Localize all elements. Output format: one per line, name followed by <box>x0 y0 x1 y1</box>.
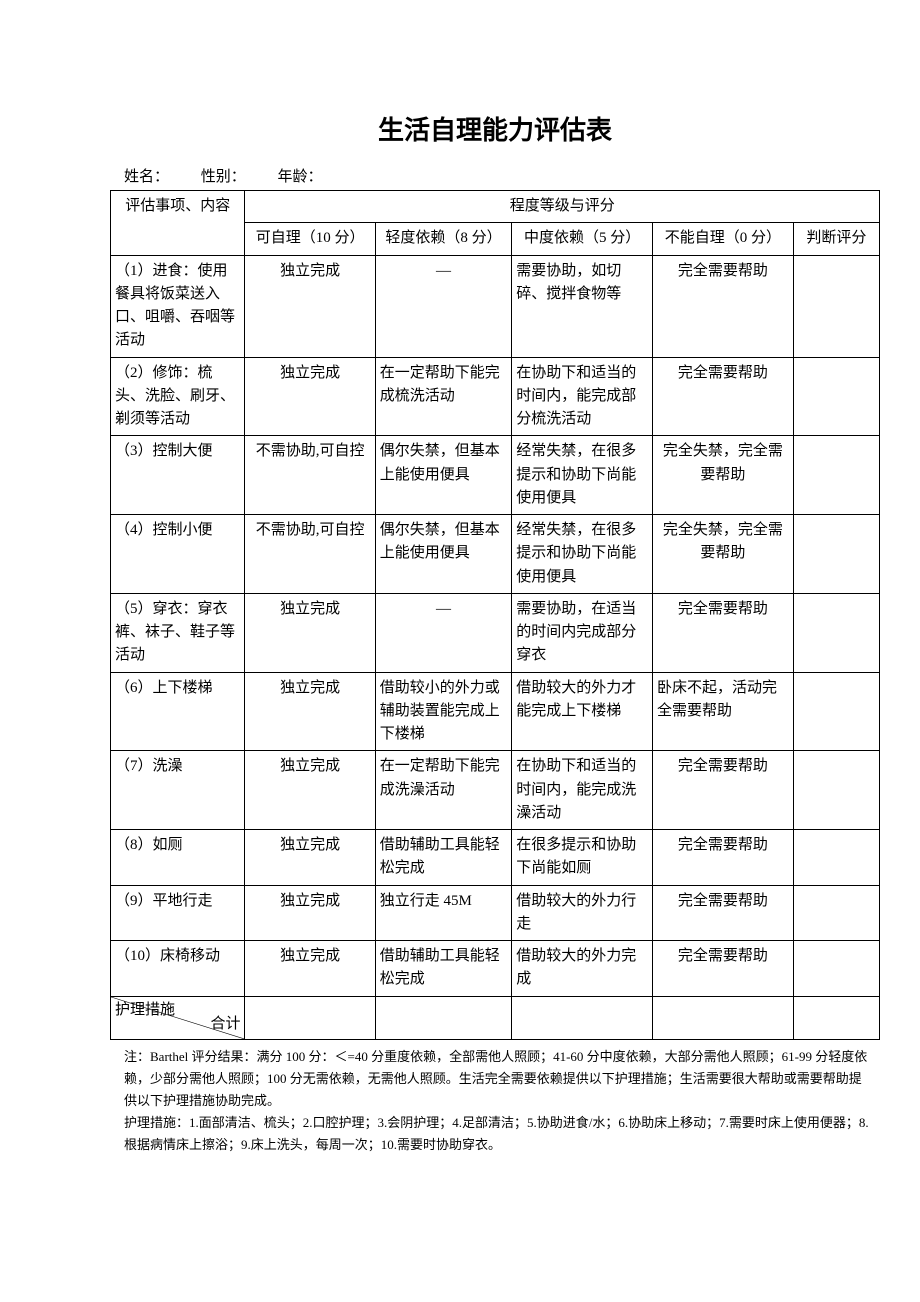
mild-dep-cell: 借助较小的外力或辅助装置能完成上下楼梯 <box>375 672 512 751</box>
mild-dep-cell: 在一定帮助下能完成洗澡活动 <box>375 751 512 830</box>
table-header: 评估事项、内容 程度等级与评分 可自理（10 分） 轻度依赖（8 分） 中度依赖… <box>111 191 880 256</box>
score-cell <box>793 593 879 672</box>
footer-cell <box>512 996 653 1039</box>
score-cell <box>793 830 879 886</box>
self-care-cell: 独立完成 <box>245 357 375 436</box>
mild-dep-cell: — <box>375 255 512 357</box>
score-cell <box>793 255 879 357</box>
unable-cell: 完全需要帮助 <box>653 255 794 357</box>
item-cell: （2）修饰：梳头、洗脸、刷牙、剃须等活动 <box>111 357 245 436</box>
unable-cell: 完全需要帮助 <box>653 941 794 997</box>
self-care-cell: 独立完成 <box>245 885 375 941</box>
note-p2: 护理措施：1.面部清洁、梳头；2.口腔护理；3.会阴护理；4.足部清洁；5.协助… <box>124 1112 870 1156</box>
score-cell <box>793 672 879 751</box>
table-row: （4）控制小便不需协助,可自控偶尔失禁，但基本上能使用便具经常失禁，在很多提示和… <box>111 515 880 594</box>
item-cell: （7）洗澡 <box>111 751 245 830</box>
table-row: （9）平地行走独立完成独立行走 45M借助较大的外力行走完全需要帮助 <box>111 885 880 941</box>
mod-dep-cell: 借助较大的外力行走 <box>512 885 653 941</box>
mod-dep-cell: 借助较大的外力完成 <box>512 941 653 997</box>
mild-dep-cell: 借助辅助工具能轻松完成 <box>375 830 512 886</box>
mod-dep-cell: 经常失禁，在很多提示和协助下尚能使用便具 <box>512 515 653 594</box>
gender-label: 性别： <box>201 169 246 185</box>
footer-cell <box>653 996 794 1039</box>
footer-cell <box>375 996 512 1039</box>
mod-dep-cell: 借助较大的外力才能完成上下楼梯 <box>512 672 653 751</box>
table-row: （2）修饰：梳头、洗脸、刷牙、剃须等活动独立完成在一定帮助下能完成梳洗活动在协助… <box>111 357 880 436</box>
unable-cell: 完全需要帮助 <box>653 885 794 941</box>
mild-dep-cell: — <box>375 593 512 672</box>
item-cell: （9）平地行走 <box>111 885 245 941</box>
unable-cell: 完全需要帮助 <box>653 751 794 830</box>
mod-dep-cell: 在协助下和适当的时间内，能完成部分梳洗活动 <box>512 357 653 436</box>
self-care-cell: 独立完成 <box>245 672 375 751</box>
table-row: （5）穿衣：穿衣裤、袜子、鞋子等活动独立完成—需要协助，在适当的时间内完成部分穿… <box>111 593 880 672</box>
header-col3: 中度依赖（5 分） <box>512 223 653 255</box>
self-care-cell: 独立完成 <box>245 593 375 672</box>
mod-dep-cell: 在很多提示和协助下尚能如厕 <box>512 830 653 886</box>
score-cell <box>793 436 879 515</box>
item-cell: （6）上下楼梯 <box>111 672 245 751</box>
notes-block: 注：Barthel 评分结果：满分 100 分：＜=40 分重度依赖，全部需他人… <box>124 1046 870 1156</box>
self-care-cell: 不需协助,可自控 <box>245 515 375 594</box>
table-footer: 护理措施 合计 <box>111 996 880 1039</box>
score-cell <box>793 357 879 436</box>
score-cell <box>793 751 879 830</box>
mild-dep-cell: 偶尔失禁，但基本上能使用便具 <box>375 515 512 594</box>
note-p1: 注：Barthel 评分结果：满分 100 分：＜=40 分重度依赖，全部需他人… <box>124 1046 870 1112</box>
table-row: （7）洗澡独立完成在一定帮助下能完成洗澡活动在协助下和适当的时间内，能完成洗澡活… <box>111 751 880 830</box>
mild-dep-cell: 独立行走 45M <box>375 885 512 941</box>
footer-cell <box>245 996 375 1039</box>
patient-meta: 姓名： 性别： 年龄： <box>124 165 880 186</box>
age-label: 年龄： <box>278 169 323 185</box>
item-cell: （4）控制小便 <box>111 515 245 594</box>
mod-dep-cell: 在协助下和适当的时间内，能完成洗澡活动 <box>512 751 653 830</box>
self-care-cell: 不需协助,可自控 <box>245 436 375 515</box>
header-col1: 可自理（10 分） <box>245 223 375 255</box>
unable-cell: 完全失禁，完全需要帮助 <box>653 515 794 594</box>
mod-dep-cell: 经常失禁，在很多提示和协助下尚能使用便具 <box>512 436 653 515</box>
table-row: （1）进食：使用餐具将饭菜送入口、咀嚼、吞咽等活动独立完成—需要协助，如切碎、搅… <box>111 255 880 357</box>
unable-cell: 完全失禁，完全需要帮助 <box>653 436 794 515</box>
mild-dep-cell: 借助辅助工具能轻松完成 <box>375 941 512 997</box>
table-row: （3）控制大便不需协助,可自控偶尔失禁，但基本上能使用便具经常失禁，在很多提示和… <box>111 436 880 515</box>
diag-cell: 护理措施 合计 <box>111 996 245 1039</box>
self-care-cell: 独立完成 <box>245 941 375 997</box>
mild-dep-cell: 偶尔失禁，但基本上能使用便具 <box>375 436 512 515</box>
item-cell: （1）进食：使用餐具将饭菜送入口、咀嚼、吞咽等活动 <box>111 255 245 357</box>
self-care-cell: 独立完成 <box>245 830 375 886</box>
item-cell: （3）控制大便 <box>111 436 245 515</box>
document-page: 生活自理能力评估表 姓名： 性别： 年龄： 评估事项、内容 程度等级与评分 可自… <box>0 0 920 1302</box>
unable-cell: 卧床不起，活动完全需要帮助 <box>653 672 794 751</box>
header-col2: 轻度依赖（8 分） <box>375 223 512 255</box>
header-level: 程度等级与评分 <box>245 191 880 223</box>
header-col5: 判断评分 <box>793 223 879 255</box>
mod-dep-cell: 需要协助，在适当的时间内完成部分穿衣 <box>512 593 653 672</box>
item-cell: （10）床椅移动 <box>111 941 245 997</box>
unable-cell: 完全需要帮助 <box>653 830 794 886</box>
table-row: （10）床椅移动独立完成借助辅助工具能轻松完成借助较大的外力完成完全需要帮助 <box>111 941 880 997</box>
mild-dep-cell: 在一定帮助下能完成梳洗活动 <box>375 357 512 436</box>
unable-cell: 完全需要帮助 <box>653 593 794 672</box>
score-cell <box>793 941 879 997</box>
footer-cell <box>793 996 879 1039</box>
header-item: 评估事项、内容 <box>111 191 245 256</box>
assessment-table: 评估事项、内容 程度等级与评分 可自理（10 分） 轻度依赖（8 分） 中度依赖… <box>110 190 880 1040</box>
header-col4: 不能自理（0 分） <box>653 223 794 255</box>
table-body: （1）进食：使用餐具将饭菜送入口、咀嚼、吞咽等活动独立完成—需要协助，如切碎、搅… <box>111 255 880 996</box>
self-care-cell: 独立完成 <box>245 255 375 357</box>
page-title: 生活自理能力评估表 <box>110 110 880 147</box>
score-cell <box>793 515 879 594</box>
item-cell: （8）如厕 <box>111 830 245 886</box>
item-cell: （5）穿衣：穿衣裤、袜子、鞋子等活动 <box>111 593 245 672</box>
self-care-cell: 独立完成 <box>245 751 375 830</box>
measures-label: 护理措施 <box>115 999 175 1022</box>
unable-cell: 完全需要帮助 <box>653 357 794 436</box>
total-label: 合计 <box>210 1013 240 1036</box>
name-label: 姓名： <box>124 169 169 185</box>
score-cell <box>793 885 879 941</box>
mod-dep-cell: 需要协助，如切碎、搅拌食物等 <box>512 255 653 357</box>
table-row: （6）上下楼梯独立完成借助较小的外力或辅助装置能完成上下楼梯借助较大的外力才能完… <box>111 672 880 751</box>
table-row: （8）如厕独立完成借助辅助工具能轻松完成在很多提示和协助下尚能如厕完全需要帮助 <box>111 830 880 886</box>
